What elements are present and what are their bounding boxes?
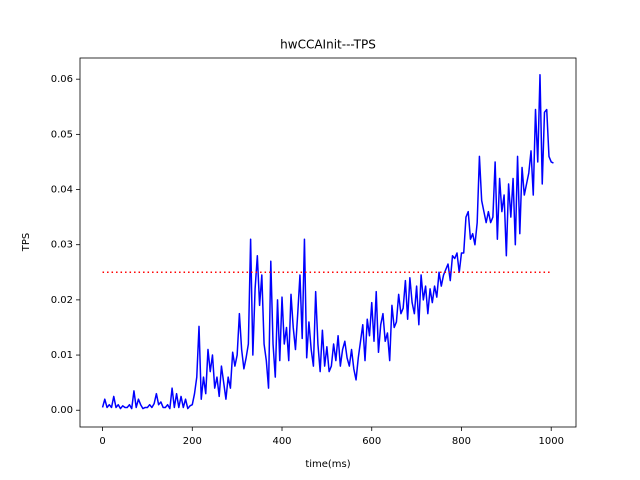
y-axis-label: TPS (21, 233, 32, 253)
y-tick-label: 0.04 (51, 185, 73, 196)
plot-frame (79, 57, 577, 428)
y-tick-label: 0.06 (51, 74, 73, 85)
data-line (101, 74, 554, 410)
y-tick-label: 0.05 (51, 129, 73, 140)
y-tick-label: 0.03 (51, 240, 73, 251)
chart-title: hwCCAInit---TPS (280, 38, 376, 52)
x-tick-label: 400 (272, 436, 291, 447)
x-tick-label: 0 (99, 436, 105, 447)
y-tick-label: 0.00 (51, 405, 73, 416)
y-tick-label: 0.02 (51, 295, 73, 306)
x-tick-label: 800 (452, 436, 471, 447)
x-axis-label: time(ms) (305, 459, 350, 470)
y-tick-label: 0.01 (51, 350, 73, 361)
x-tick-label: 1000 (538, 436, 563, 447)
x-tick-label: 200 (183, 436, 202, 447)
x-tick-label: 600 (362, 436, 381, 447)
